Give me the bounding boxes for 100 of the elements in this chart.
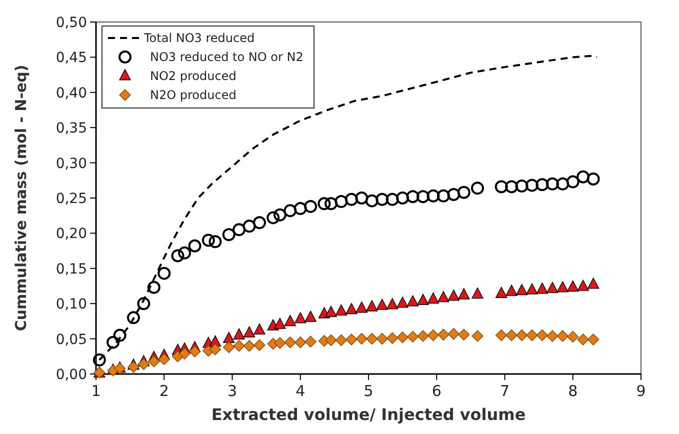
point	[266, 211, 280, 224]
point	[254, 323, 266, 335]
point	[396, 192, 410, 204]
x-tick-label: 3	[227, 382, 238, 400]
x-tick-label: 5	[364, 382, 374, 400]
point	[396, 296, 408, 308]
point	[516, 329, 528, 342]
point	[506, 329, 518, 342]
y-tick-label: 0,00	[56, 367, 87, 383]
point	[128, 361, 140, 373]
y-tick-label: 0,30	[56, 156, 87, 172]
point	[427, 329, 440, 342]
point	[396, 332, 408, 344]
point	[243, 326, 256, 338]
point	[386, 332, 398, 344]
point	[471, 182, 484, 195]
point	[472, 288, 484, 299]
point	[587, 334, 600, 346]
point	[356, 332, 368, 345]
y-tick-label: 0,10	[56, 296, 87, 313]
point	[386, 192, 399, 206]
point	[376, 332, 388, 345]
point	[126, 311, 140, 324]
x-tick-label: 6	[432, 382, 442, 400]
point	[284, 314, 296, 326]
point	[355, 192, 368, 204]
y-tick-label: 0,50	[56, 15, 87, 31]
point	[158, 266, 171, 280]
point	[335, 304, 348, 316]
point	[417, 330, 429, 342]
point	[356, 302, 368, 313]
point	[567, 280, 579, 292]
point	[346, 334, 358, 346]
point	[516, 284, 528, 296]
point	[447, 188, 460, 201]
point	[304, 336, 316, 348]
point	[222, 332, 235, 343]
point	[138, 358, 150, 370]
point	[318, 197, 331, 210]
point	[438, 291, 450, 302]
point	[148, 355, 160, 368]
point	[147, 280, 160, 294]
x-tick-label: 4	[296, 382, 306, 400]
point	[458, 328, 470, 340]
point	[556, 281, 569, 292]
y-tick-label: 0,25	[56, 191, 87, 207]
point	[495, 329, 508, 342]
point	[254, 339, 266, 351]
point	[335, 334, 348, 346]
point	[294, 336, 306, 348]
point	[158, 353, 170, 366]
point	[188, 346, 201, 358]
x-tick-label: 9	[636, 382, 646, 400]
point	[304, 310, 316, 322]
point	[233, 328, 245, 340]
point	[526, 283, 538, 294]
point	[376, 298, 388, 310]
y-tick-label: 0,05	[56, 332, 87, 348]
point	[536, 178, 549, 192]
point	[406, 190, 420, 204]
point	[494, 180, 508, 194]
x-tick-label: 7	[500, 382, 510, 400]
point	[366, 332, 378, 345]
legend-label: NO3 reduced to NO or N2	[150, 50, 304, 64]
y-axis-title: Cummulative mass (mol - N-eq)	[12, 64, 30, 332]
point	[566, 175, 580, 188]
point	[376, 192, 389, 206]
point	[137, 297, 150, 310]
point	[515, 180, 528, 193]
point	[274, 318, 286, 329]
point	[222, 341, 235, 354]
point	[536, 329, 548, 342]
point	[448, 328, 460, 340]
point	[577, 280, 589, 291]
point	[304, 200, 318, 213]
point	[366, 300, 378, 312]
point	[458, 288, 470, 300]
point	[576, 170, 590, 184]
point	[436, 189, 450, 202]
point	[526, 178, 538, 192]
point	[273, 208, 286, 222]
point	[92, 353, 106, 366]
y-tick-label: 0,40	[56, 85, 87, 102]
point	[325, 306, 337, 317]
y-tick-label: 0,45	[56, 50, 87, 66]
point	[325, 334, 337, 346]
point	[284, 336, 296, 348]
point	[242, 220, 256, 233]
x-tick-label: 8	[568, 382, 578, 400]
point	[406, 295, 419, 306]
point	[526, 329, 538, 342]
point	[546, 282, 558, 294]
point	[222, 228, 236, 242]
point	[188, 239, 202, 252]
point	[556, 330, 569, 342]
point	[587, 278, 600, 289]
y-tick-label: 0,20	[56, 226, 87, 242]
point	[233, 340, 245, 352]
point	[171, 249, 184, 262]
point	[556, 177, 570, 190]
